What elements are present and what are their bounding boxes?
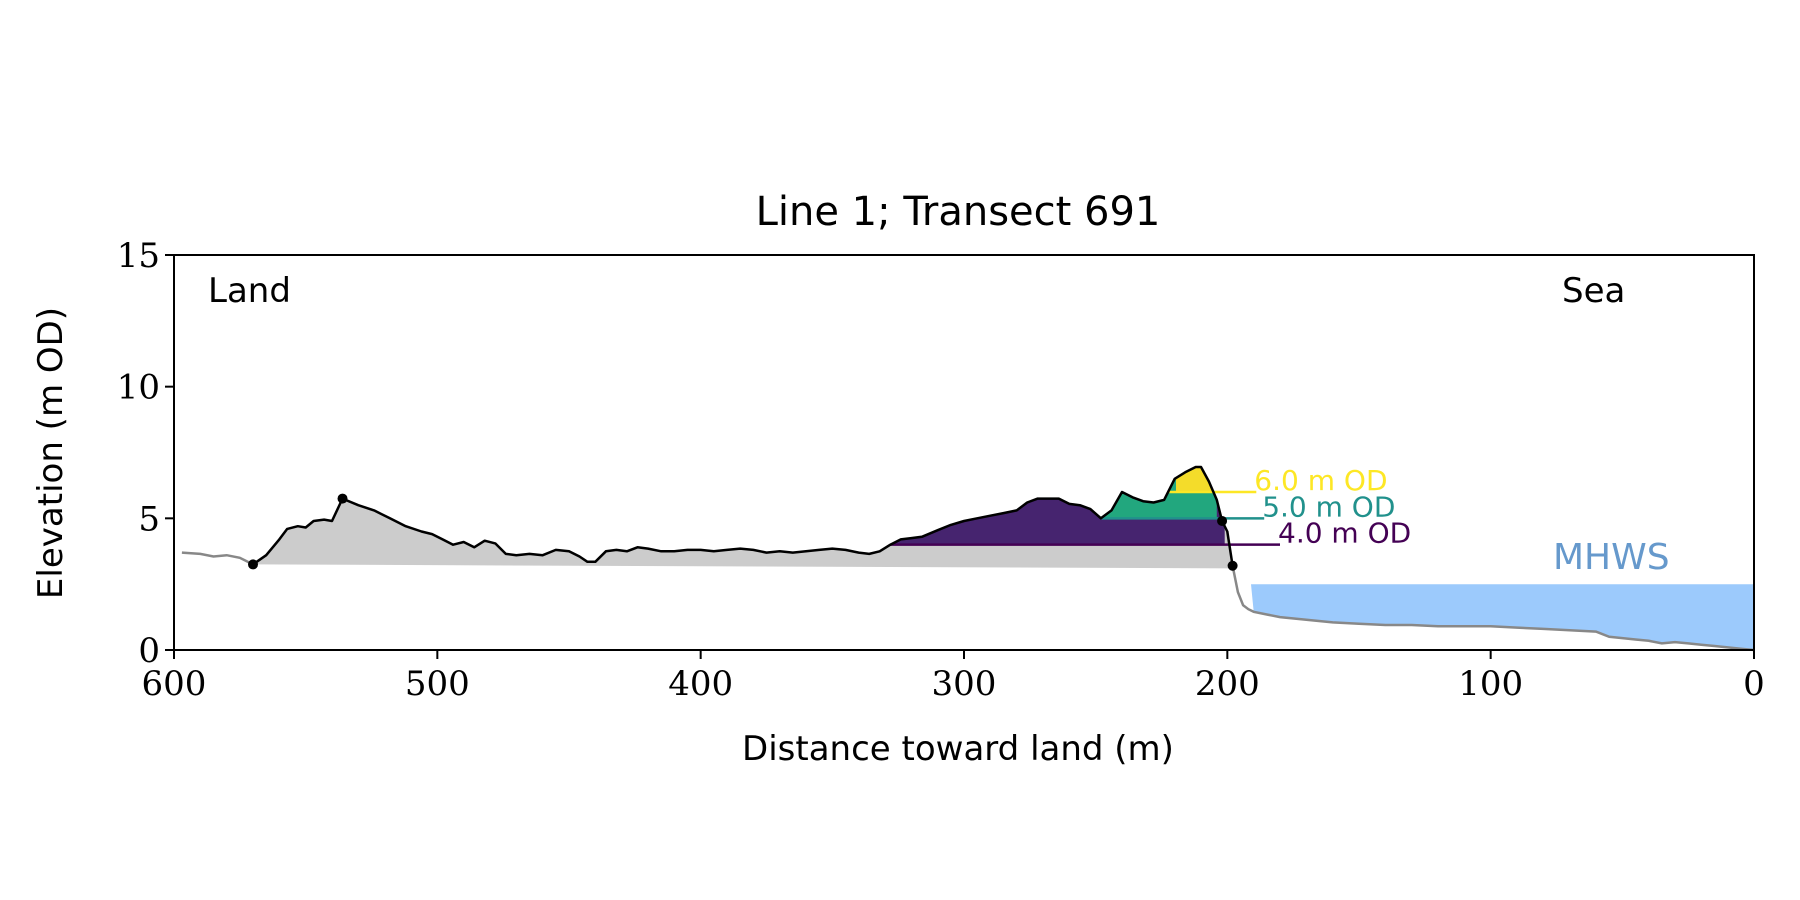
profile-line-dune bbox=[252, 465, 1234, 566]
land-label: Land bbox=[208, 271, 291, 311]
x-tick-label-0: 0 bbox=[1743, 664, 1765, 704]
contour-label-6: 6.0 m OD bbox=[1254, 464, 1387, 497]
y-tick-label-0: 0 bbox=[138, 631, 160, 671]
mhws-label: MHWS bbox=[1553, 537, 1670, 578]
mhws-water-area bbox=[1251, 584, 1754, 650]
y-tick-label-15: 15 bbox=[117, 236, 160, 276]
contour-label-5: 5.0 m OD bbox=[1262, 490, 1395, 523]
x-tick-label-100: 100 bbox=[1458, 664, 1523, 704]
volume-above-4m bbox=[890, 467, 1225, 545]
contour-label-4: 4.0 m OD bbox=[1278, 517, 1411, 550]
x-tick-label-300: 300 bbox=[932, 664, 997, 704]
key-point-1 bbox=[248, 559, 258, 570]
key-point-2 bbox=[337, 493, 348, 504]
x-tick-label-600: 600 bbox=[142, 664, 207, 704]
key-point-3 bbox=[1217, 515, 1228, 526]
chart-title: Line 1; Transect 691 bbox=[756, 189, 1161, 235]
y-tick-label-10: 10 bbox=[117, 368, 160, 408]
y-tick-label-5: 5 bbox=[138, 499, 160, 539]
x-tick-label-400: 400 bbox=[668, 664, 733, 704]
x-tick-label-200: 200 bbox=[1195, 664, 1260, 704]
key-point-4 bbox=[1227, 560, 1238, 571]
profile-line-seaward bbox=[1231, 565, 1755, 652]
x-tick-label-500: 500 bbox=[405, 664, 470, 704]
profile-line-landward bbox=[181, 551, 254, 566]
y-axis-label: Elevation (m OD) bbox=[31, 307, 71, 599]
sea-label: Sea bbox=[1562, 271, 1625, 311]
x-axis-label: Distance toward land (m) bbox=[742, 729, 1174, 769]
line-layer: 4.0 m OD5.0 m OD6.0 m OD bbox=[181, 464, 1755, 652]
axes-layer: 600 500 400 300 200 100 0 0 5 10 15 bbox=[117, 236, 1765, 704]
fill-layer bbox=[253, 467, 1754, 650]
